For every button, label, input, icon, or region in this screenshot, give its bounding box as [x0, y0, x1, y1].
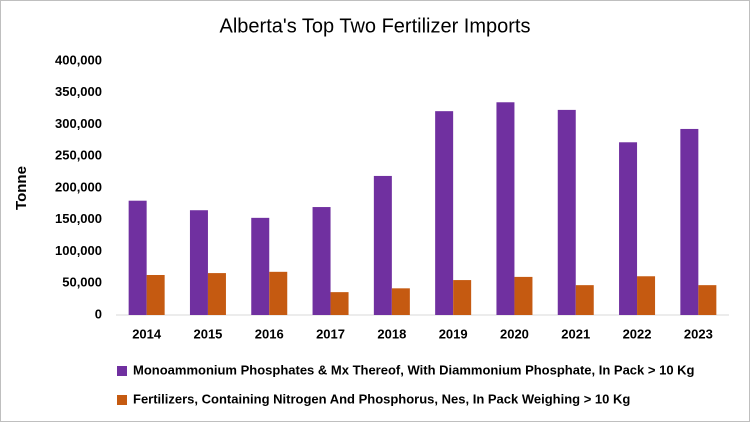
legend-label: Fertilizers, Containing Nitrogen And Pho…	[133, 391, 630, 406]
bar	[575, 285, 594, 315]
y-tick-label: 400,000	[55, 52, 102, 67]
y-tick-label: 250,000	[55, 148, 102, 163]
bar	[637, 276, 656, 315]
bar	[680, 128, 699, 315]
x-tick-label: 2022	[623, 326, 652, 341]
bar	[207, 273, 226, 315]
bar	[453, 280, 472, 315]
bar	[373, 175, 392, 315]
legend-swatch	[117, 366, 127, 376]
bar	[619, 142, 638, 315]
y-tick-label: 300,000	[55, 116, 102, 131]
legend-label: Monoammonium Phosphates & Mx Thereof, Wi…	[133, 362, 695, 377]
bar	[146, 274, 165, 315]
bar	[251, 217, 270, 315]
bar	[557, 109, 576, 316]
legend-swatch	[117, 395, 127, 405]
bar	[435, 111, 454, 315]
bar	[269, 271, 288, 315]
y-axis-label: Tonne	[13, 166, 30, 210]
x-tick-label: 2017	[316, 326, 345, 341]
x-tick-label: 2015	[193, 326, 222, 341]
x-tick-label: 2021	[561, 326, 590, 341]
bar	[312, 207, 331, 315]
bar	[514, 276, 533, 315]
y-tick-label: 200,000	[55, 179, 102, 194]
bar	[330, 292, 349, 315]
chart-title: Alberta's Top Two Fertilizer Imports	[220, 15, 531, 37]
y-tick-label: 100,000	[55, 243, 102, 258]
y-tick-label: 150,000	[55, 211, 102, 226]
bar	[496, 102, 515, 316]
x-tick-label: 2014	[132, 326, 162, 341]
x-tick-label: 2020	[500, 326, 529, 341]
x-tick-label: 2018	[377, 326, 406, 341]
bar	[391, 288, 410, 315]
bar	[698, 285, 717, 315]
bar	[189, 210, 208, 315]
x-tick-label: 2023	[684, 326, 713, 341]
x-tick-label: 2019	[439, 326, 468, 341]
x-tick-label: 2016	[255, 326, 284, 341]
y-tick-label: 50,000	[62, 275, 102, 290]
y-tick-label: 350,000	[55, 84, 102, 99]
y-tick-label: 0	[95, 306, 102, 321]
bar	[128, 200, 147, 315]
